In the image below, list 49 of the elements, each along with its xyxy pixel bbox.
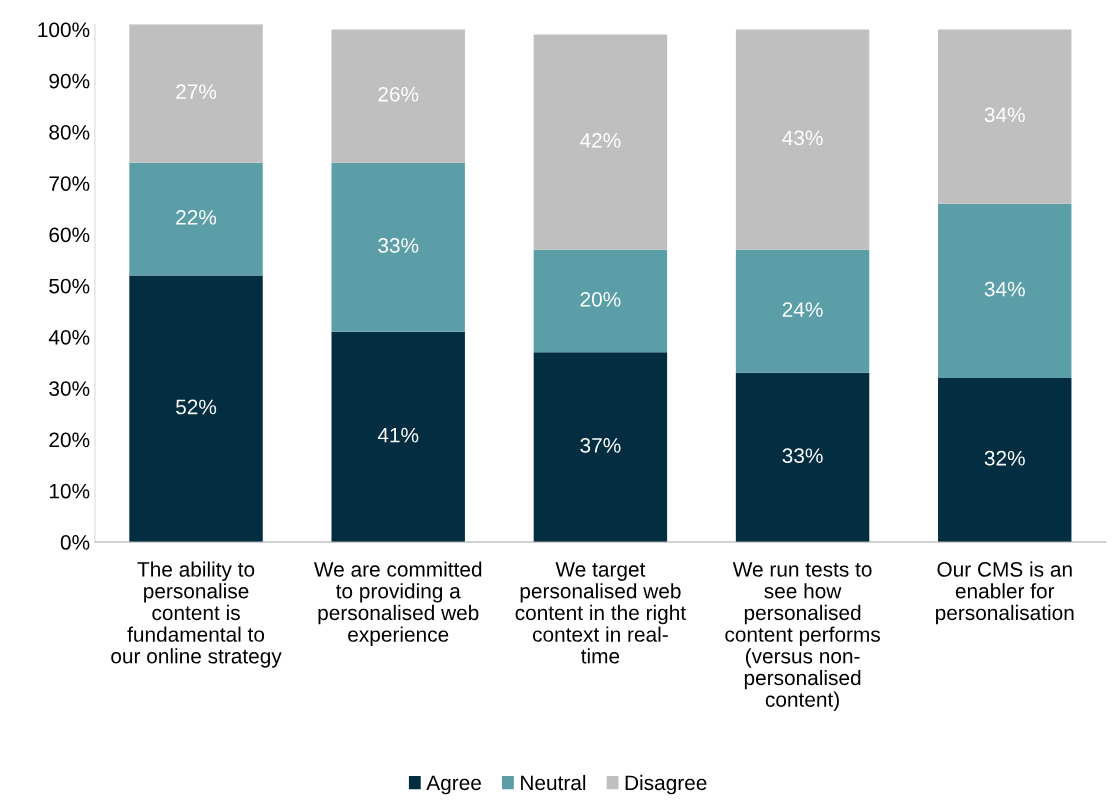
bar	[938, 203, 1072, 378]
y-tick-label: 80%	[49, 124, 90, 140]
y-tick-label: 20%	[49, 432, 90, 448]
data-label: 26%	[378, 86, 419, 102]
bar	[331, 331, 465, 543]
y-tick-label: 90%	[49, 73, 90, 89]
data-label: 37%	[580, 438, 621, 453]
x-tick-label: We are committed to providing a personalised web experience	[313, 561, 482, 646]
y-tick-label: 40%	[48, 329, 90, 345]
bar	[938, 377, 1072, 543]
data-label: 34%	[984, 281, 1025, 297]
bar	[129, 162, 263, 276]
x-tick-label: The ability to personalise content is fundamental to our online strategy	[111, 561, 282, 668]
legend-label: Agree	[426, 775, 481, 795]
y-tick-label: 0%	[60, 535, 90, 550]
data-label: 52%	[176, 399, 217, 415]
data-label: 33%	[378, 238, 419, 253]
data-label: 42%	[580, 133, 621, 148]
data-label: 24%	[782, 302, 823, 317]
bar	[331, 162, 465, 332]
data-label: 27%	[176, 84, 217, 99]
bar	[129, 24, 263, 163]
x-tick-label: Our CMS is an enabler for personalisation	[936, 561, 1074, 625]
y-tick-label: 100%	[38, 22, 90, 38]
y-tick-label: 60%	[49, 227, 90, 243]
bar	[735, 249, 870, 373]
bar	[533, 34, 668, 250]
y-tick-label: 50%	[49, 278, 90, 294]
legend-label: Disagree	[625, 774, 707, 795]
data-label: 22%	[176, 209, 217, 225]
bar	[533, 352, 668, 543]
y-tick-label: 70%	[49, 176, 90, 191]
legend-label: Neutral	[521, 774, 586, 791]
data-label: 34%	[984, 107, 1025, 123]
x-tick-label: We target personalised web content in the right context in real- time	[515, 562, 686, 664]
data-label: 20%	[580, 291, 621, 307]
data-label: 41%	[377, 427, 419, 443]
bar	[938, 29, 1072, 204]
data-label: 32%	[984, 450, 1025, 466]
data-label: 33%	[782, 448, 823, 464]
bar	[129, 275, 263, 543]
x-tick-label: We run tests to see how personalised content performs (versus non- personalised content)	[725, 562, 880, 711]
bar	[735, 372, 870, 543]
bar	[331, 29, 465, 163]
bar	[533, 249, 668, 353]
bar	[735, 29, 870, 250]
y-tick-label: 10%	[49, 483, 90, 499]
data-label: 43%	[782, 130, 823, 146]
y-tick-label: 30%	[49, 381, 90, 396]
